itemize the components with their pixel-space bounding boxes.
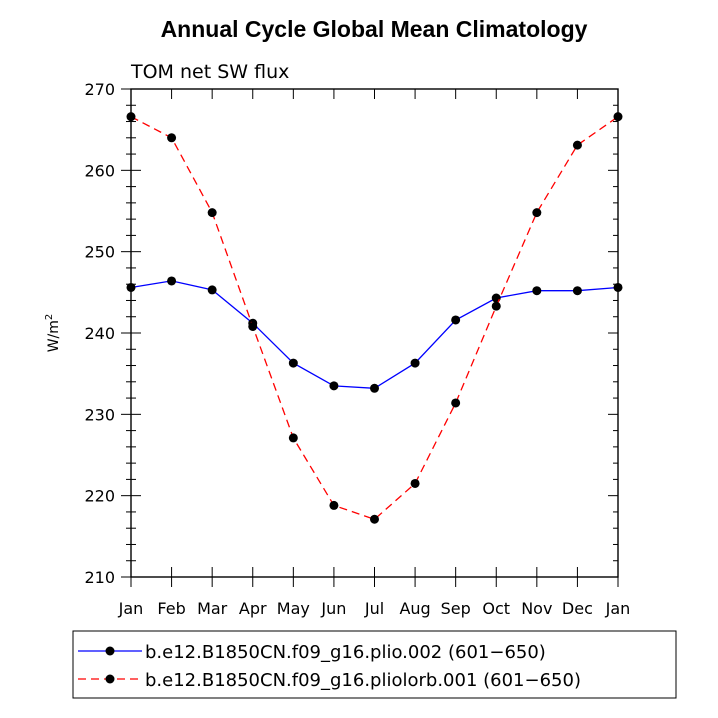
y-tick-label: 270 bbox=[84, 80, 115, 99]
data-point bbox=[329, 500, 339, 510]
data-point bbox=[410, 478, 420, 488]
y-tick-label: 240 bbox=[84, 324, 115, 343]
y-tick-label: 260 bbox=[84, 161, 115, 180]
data-point bbox=[370, 383, 379, 393]
x-tick-label: Sep bbox=[441, 599, 471, 618]
y-axis-label-superscript: 2 bbox=[44, 314, 55, 320]
data-point bbox=[207, 208, 217, 218]
y-tick-labels: 210 220 230 240 250 260 270 bbox=[84, 80, 115, 587]
series-line bbox=[130, 280, 619, 389]
x-tick-label: Jul bbox=[364, 599, 384, 618]
series-layer bbox=[126, 112, 623, 524]
legend-box bbox=[72, 630, 677, 699]
legend-marker-0 bbox=[105, 646, 115, 656]
data-point bbox=[572, 140, 582, 150]
x-tick-label: Jan bbox=[118, 599, 144, 618]
data-point bbox=[491, 293, 501, 303]
x-tick-label: Dec bbox=[562, 599, 593, 618]
legend-label-0: b.e12.B1850CN.f09_g16.plio.002 (601−650) bbox=[145, 642, 546, 663]
x-tick-label: Oct bbox=[482, 599, 510, 618]
data-point bbox=[288, 433, 298, 443]
series-line bbox=[130, 116, 619, 521]
y-axis-label-text: W/m bbox=[46, 320, 62, 352]
data-point bbox=[370, 514, 379, 524]
data-point bbox=[451, 315, 461, 325]
legend-marker-1 bbox=[105, 674, 115, 684]
series-1 bbox=[126, 112, 623, 524]
x-tick-label: Nov bbox=[521, 599, 552, 618]
data-point bbox=[491, 301, 501, 311]
chart-subtitle: TOM net SW flux bbox=[130, 61, 289, 83]
svg-text:W/m2: W/m2 bbox=[44, 314, 62, 353]
y-tick-label: 210 bbox=[84, 568, 115, 587]
data-point bbox=[167, 133, 177, 143]
data-point bbox=[532, 286, 542, 296]
minor-ticks bbox=[126, 104, 618, 562]
x-tick-label: Jan bbox=[605, 599, 631, 618]
data-point bbox=[288, 358, 298, 368]
data-point bbox=[451, 398, 461, 408]
data-point bbox=[248, 321, 258, 331]
x-tick-label: Feb bbox=[157, 599, 185, 618]
data-point bbox=[167, 276, 177, 286]
data-point bbox=[207, 285, 217, 295]
x-tick-labels: Jan Feb Mar Apr May Jun Jul Aug Sep Oct Nov Dec Jan bbox=[118, 599, 631, 618]
y-tick-label: 220 bbox=[84, 487, 115, 506]
x-tick-label: Mar bbox=[197, 599, 228, 618]
x-tick-label: May bbox=[277, 599, 310, 618]
y-axis-label: W/m2 bbox=[44, 314, 62, 353]
y-tick-label: 250 bbox=[84, 243, 115, 262]
data-point bbox=[532, 208, 542, 218]
data-point bbox=[329, 381, 339, 391]
plot-frame bbox=[130, 88, 619, 578]
legend: b.e12.B1850CN.f09_g16.plio.002 (601−650)… bbox=[72, 630, 677, 699]
series-0 bbox=[126, 276, 623, 393]
data-point bbox=[410, 358, 420, 368]
x-tick-label: Jun bbox=[320, 599, 346, 618]
x-tick-label: Apr bbox=[239, 599, 267, 618]
y-tick-label: 230 bbox=[84, 405, 115, 424]
data-point bbox=[572, 286, 582, 296]
major-ticks bbox=[121, 88, 619, 587]
legend-label-1: b.e12.B1850CN.f09_g16.pliolorb.001 (601−… bbox=[145, 670, 581, 691]
x-tick-label: Aug bbox=[399, 599, 430, 618]
chart-title: Annual Cycle Global Mean Climatology bbox=[161, 16, 588, 42]
